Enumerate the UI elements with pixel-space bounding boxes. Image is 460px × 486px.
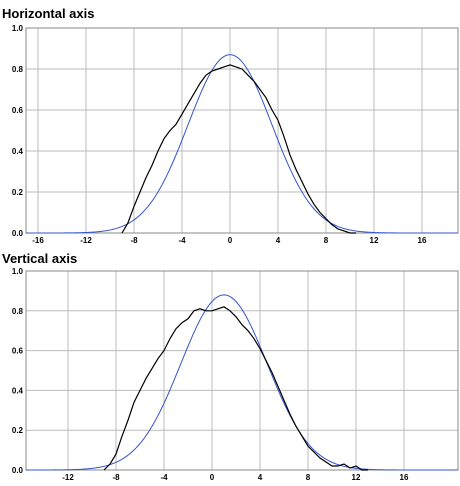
y-tick-label: 0.0 xyxy=(12,466,24,475)
x-tick-label: 0 xyxy=(228,236,233,245)
x-tick-label: 0 xyxy=(210,473,215,482)
x-tick-label: -8 xyxy=(130,236,138,245)
x-tick-label: 16 xyxy=(418,236,427,245)
chart-title-horizontal-axis: Horizontal axis xyxy=(2,6,95,21)
measured-curve xyxy=(121,64,356,234)
plot-frame xyxy=(25,27,459,234)
fit-curve xyxy=(26,54,458,234)
chart-title-vertical-axis: Vertical axis xyxy=(2,251,78,266)
fit-curve xyxy=(25,294,458,471)
y-tick-label: 1.0 xyxy=(12,267,24,276)
y-tick-label: 0.2 xyxy=(12,188,24,197)
y-tick-label: 1.0 xyxy=(12,24,24,33)
x-tick-label: 12 xyxy=(352,473,361,482)
y-tick-label: 0.4 xyxy=(12,147,24,156)
x-tick-label: 8 xyxy=(324,236,329,245)
grid-lines xyxy=(26,270,458,471)
y-tick-label: 0.4 xyxy=(12,386,24,395)
x-tick-label: -12 xyxy=(80,236,92,245)
x-tick-label: 4 xyxy=(276,236,281,245)
y-tick-label: 0.0 xyxy=(12,229,24,238)
chart-horizontal-axis: -16 -12 -8 -4 0 4 8 12 16 0.0 0.2 0.4 0.6 0.8 1.0 xyxy=(12,24,459,245)
plot-frame xyxy=(25,270,459,471)
y-tick-label: 0.8 xyxy=(12,307,24,316)
y-tick-label: 0.8 xyxy=(12,65,24,74)
x-tick-label: -12 xyxy=(62,473,74,482)
y-tick-label: 0.6 xyxy=(12,106,24,115)
y-tick-label: 0.2 xyxy=(12,426,24,435)
x-tick-label: 4 xyxy=(258,473,263,482)
x-tick-label: -8 xyxy=(112,473,120,482)
y-tick-label: 0.6 xyxy=(12,347,24,356)
x-tick-label: 12 xyxy=(370,236,379,245)
x-tick-label: 16 xyxy=(400,473,409,482)
measured-curve xyxy=(103,306,368,471)
x-tick-label: -4 xyxy=(178,236,186,245)
x-tick-label: -4 xyxy=(160,473,168,482)
x-tick-label: 8 xyxy=(306,473,311,482)
x-tick-label: -16 xyxy=(32,236,44,245)
